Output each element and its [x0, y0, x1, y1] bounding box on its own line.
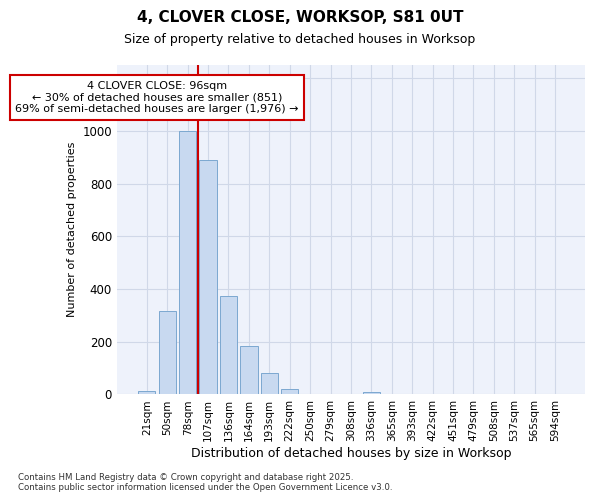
- Bar: [240, 346, 257, 395]
- Bar: [138, 392, 155, 394]
- X-axis label: Distribution of detached houses by size in Worksop: Distribution of detached houses by size …: [191, 447, 511, 460]
- Text: Size of property relative to detached houses in Worksop: Size of property relative to detached ho…: [124, 32, 476, 46]
- Bar: [220, 296, 237, 394]
- Text: 4 CLOVER CLOSE: 96sqm
← 30% of detached houses are smaller (851)
69% of semi-det: 4 CLOVER CLOSE: 96sqm ← 30% of detached …: [15, 81, 299, 114]
- Y-axis label: Number of detached properties: Number of detached properties: [67, 142, 77, 318]
- Bar: [362, 392, 380, 394]
- Bar: [260, 373, 278, 394]
- Bar: [158, 312, 176, 394]
- Bar: [179, 131, 196, 394]
- Bar: [199, 160, 217, 394]
- Text: 4, CLOVER CLOSE, WORKSOP, S81 0UT: 4, CLOVER CLOSE, WORKSOP, S81 0UT: [137, 10, 463, 25]
- Text: Contains HM Land Registry data © Crown copyright and database right 2025.
Contai: Contains HM Land Registry data © Crown c…: [18, 473, 392, 492]
- Bar: [281, 388, 298, 394]
